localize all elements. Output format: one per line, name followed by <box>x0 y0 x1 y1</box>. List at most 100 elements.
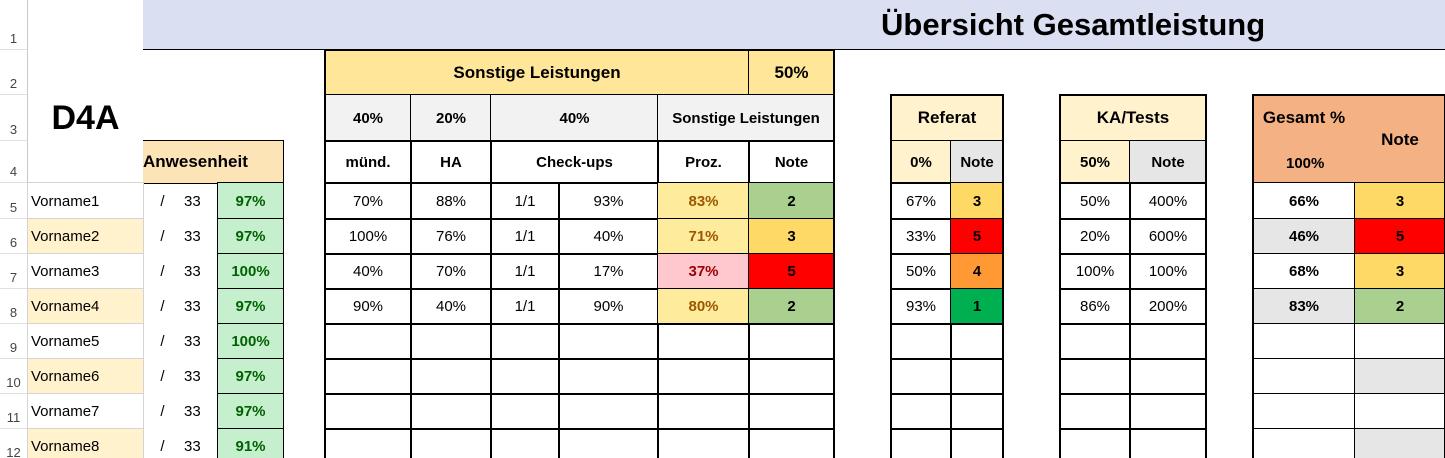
muendl: 70% <box>324 182 412 220</box>
referat-note <box>950 393 1004 430</box>
proz <box>657 358 750 395</box>
gesamt: 46% <box>1252 218 1356 255</box>
slash: / <box>160 333 165 350</box>
column-header: münd. <box>324 140 412 184</box>
ka-note <box>1129 358 1207 395</box>
ka-note: 100% <box>1129 253 1207 290</box>
row-number: 2 <box>0 50 28 95</box>
muendl <box>324 323 412 360</box>
gesamt <box>1252 358 1356 395</box>
weight: 40% <box>490 94 659 142</box>
checkups: 40% <box>558 218 659 255</box>
student-name: Vorname1 <box>27 182 144 220</box>
column-header: Proz. <box>657 140 750 184</box>
gesamt: 68% <box>1252 253 1356 290</box>
checkups-done: 1/1 <box>490 253 560 290</box>
checkups-done <box>490 323 560 360</box>
ha: 40% <box>410 288 492 325</box>
gesamt-note: 3 <box>1354 253 1445 290</box>
proz <box>657 393 750 430</box>
sonstige-title: Sonstige Leistungen <box>324 49 750 96</box>
slash: / <box>160 263 165 280</box>
note <box>748 428 835 458</box>
student-name: Vorname2 <box>27 218 144 255</box>
ka-note-header: Note <box>1129 140 1207 184</box>
gesamt <box>1252 393 1356 430</box>
row-number: 12 <box>0 429 28 458</box>
row-number: 9 <box>0 324 28 359</box>
muendl <box>324 358 412 395</box>
row-number: 4 <box>0 141 28 183</box>
gesamt-title: Gesamt % <box>1262 108 1346 127</box>
slash: / <box>160 298 165 315</box>
muendl <box>324 393 412 430</box>
total: 33 <box>184 403 201 420</box>
referat <box>890 428 952 458</box>
referat-note <box>950 428 1004 458</box>
total: 33 <box>184 298 201 315</box>
referat-weight: 0% <box>890 140 952 184</box>
checkups <box>558 323 659 360</box>
slash: / <box>160 228 165 245</box>
ha <box>410 393 492 430</box>
referat <box>890 393 952 430</box>
ha <box>410 358 492 395</box>
muendl: 90% <box>324 288 412 325</box>
attendance-percent: 100% <box>217 253 284 290</box>
ka-note <box>1129 393 1207 430</box>
gesamt-note: 3 <box>1354 182 1445 220</box>
total: 33 <box>184 333 201 350</box>
ka-weight: 50% <box>1059 140 1131 184</box>
referat-note: 4 <box>950 253 1004 290</box>
ka <box>1059 323 1131 360</box>
referat: 33% <box>890 218 952 255</box>
attendance-percent: 97% <box>217 358 284 395</box>
proz <box>657 428 750 458</box>
gesamt-note <box>1354 428 1445 458</box>
slash: / <box>160 438 165 455</box>
referat-note-header: Note <box>950 140 1004 184</box>
total: 33 <box>184 263 201 280</box>
ka-note: 200% <box>1129 288 1207 325</box>
proz: 71% <box>657 218 750 255</box>
checkups <box>558 428 659 458</box>
ka <box>1059 393 1131 430</box>
ka <box>1059 358 1131 395</box>
checkups-done: 1/1 <box>490 182 560 220</box>
sonstige-subtitle: Sonstige Leistungen <box>657 94 835 142</box>
checkups: 90% <box>558 288 659 325</box>
referat-note: 1 <box>950 288 1004 325</box>
anwesenheit-header: Anwesenheit <box>142 140 284 184</box>
note <box>748 323 835 360</box>
gesamt-note <box>1354 358 1445 395</box>
sonstige-weight: 50% <box>748 49 835 96</box>
referat: 67% <box>890 182 952 220</box>
student-name: Vorname6 <box>27 358 144 395</box>
checkups: 93% <box>558 182 659 220</box>
ka-note <box>1129 323 1207 360</box>
referat: 50% <box>890 253 952 290</box>
note: 5 <box>748 253 835 290</box>
row-number: 6 <box>0 219 28 254</box>
ha <box>410 323 492 360</box>
total: 33 <box>184 228 201 245</box>
ka: 100% <box>1059 253 1131 290</box>
total: 33 <box>184 368 201 385</box>
checkups-done: 1/1 <box>490 288 560 325</box>
attendance-percent: 97% <box>217 288 284 325</box>
ka-title: KA/Tests <box>1059 94 1207 142</box>
referat: 93% <box>890 288 952 325</box>
attendance-percent: 100% <box>217 323 284 360</box>
checkups: 17% <box>558 253 659 290</box>
muendl: 40% <box>324 253 412 290</box>
gesamt-note: 5 <box>1354 218 1445 255</box>
referat-title: Referat <box>890 94 1004 142</box>
checkups-done <box>490 393 560 430</box>
checkups-done: 1/1 <box>490 218 560 255</box>
slash: / <box>160 403 165 420</box>
slash: / <box>160 368 165 385</box>
weight: 20% <box>410 94 492 142</box>
ha: 88% <box>410 182 492 220</box>
referat <box>890 358 952 395</box>
